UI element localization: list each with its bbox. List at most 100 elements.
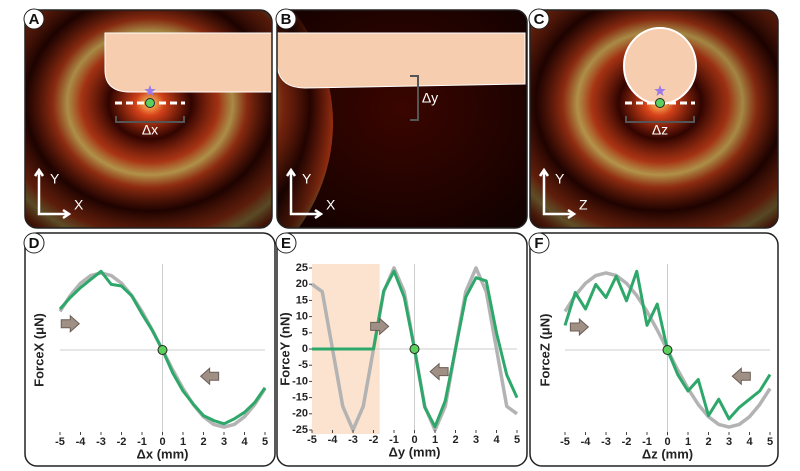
panel-badge [528,232,550,254]
finger [277,32,526,89]
x-tick-label: -3 [96,436,106,448]
x-tick-label: -4 [581,436,592,448]
panel-label: E [281,235,291,252]
x-tick-label: -2 [117,436,127,448]
chart-row: -5 -4 -3 -2 -1 0 1 2 3 4 5Δx (mm)ForceX (μN)D-5 -4-… [23,232,779,467]
chart-panel: -5 -4 -3 -2 -1 0 1 2 3 4 5 Δx (mm) ForceX (μN) D [23,232,276,467]
x-tick-label: -4 [328,434,339,446]
equilibrium-dot [409,344,420,354]
equilibrium-dot [662,345,673,355]
axis-vertical: Y [555,171,565,187]
y-tick-label: 10 [296,311,308,323]
x-axis-label: Δx (mm) [137,446,189,461]
x-tick-label: -3 [348,434,358,446]
finger [104,32,272,93]
axis-horizontal: Z [579,197,588,213]
axes-icon [285,167,324,220]
x-tick-label: 2 [200,436,206,448]
image-panel: Δz YZ C [528,8,779,229]
force-arrow [60,314,81,333]
x-axis-label: Δy (mm) [389,444,441,459]
x-tick-label: 5 [262,436,268,448]
focus-dot [655,98,665,108]
y-tick-label: -20 [292,408,308,420]
force-arrow [569,317,590,337]
x-tick-label: 2 [705,436,711,448]
x-tick-label: -5 [55,436,65,448]
star [144,85,156,96]
bracket [625,116,695,123]
panel-badge [275,232,297,254]
x-tick-label: -1 [137,436,147,448]
x-tick-label: 4 [746,436,753,448]
field: Δy YX [277,10,527,228]
x-tick-label: 0 [411,434,417,446]
panel-label: F [534,235,543,252]
y-tick-label: 5 [302,327,308,339]
x-tick-label: -1 [642,436,652,448]
focus-dot [145,98,155,108]
force-arrow [429,362,449,381]
chart-panel: -5 -4 -3 -2 -1 0 1 2 3 4 5-25-20-15-10-50510152025… [275,232,528,467]
panel-badge [23,8,45,30]
y-axis-label: ForceX (μN) [31,313,46,387]
axis-vertical: Y [302,171,312,187]
axes-icon [538,167,577,220]
y-tick-label: -25 [292,424,308,436]
panel-border [24,9,273,229]
y-tick-label: -15 [292,392,308,404]
equilibrium-dot [157,345,168,355]
image-panel: Δx YX A [23,8,273,229]
panel-badge [528,8,550,30]
x-tick-label: -2 [369,434,379,446]
x-tick-label: 3 [221,436,227,448]
x-tick-label: 4 [241,436,248,448]
x-tick-label: 1 [432,434,438,446]
panel-label: A [29,11,40,28]
panel-label: D [29,235,40,252]
force-arrow [370,317,390,336]
measure-label: Δx [142,122,158,138]
y-tick-label: -10 [292,375,308,387]
x-tick-label: -5 [560,436,570,448]
y-tick-label: 20 [296,278,308,290]
y-tick-label: 25 [296,262,308,274]
x-tick-label: 1 [685,436,691,448]
x-tick-label: 2 [452,434,458,446]
x-tick-label: 5 [514,434,520,446]
x-tick-label: 0 [664,436,670,448]
axis-horizontal: X [326,197,336,213]
axis-horizontal: X [74,197,84,213]
x-tick-label: -1 [389,434,399,446]
axis-vertical: Y [50,171,60,187]
panel-badge [275,8,297,30]
image-panel: Δy YX B [275,8,528,229]
y-axis-label: ForceZ (μN) [537,314,552,387]
panel-border [276,9,528,229]
panel-label: B [281,11,292,28]
y-tick-label: 0 [302,343,308,355]
measure-label: Δz [652,122,668,138]
x-tick-label: 0 [159,436,165,448]
y-axis-label: ForceY (nN) [277,312,292,385]
force-arrow [731,367,751,386]
x-tick-label: -5 [307,434,317,446]
force-arrow [199,367,220,386]
panel-badge [23,232,45,254]
x-axis-label: Δz (mm) [642,446,693,461]
y-tick-label: -5 [298,359,308,371]
x-tick-label: -4 [76,436,87,448]
x-tick-label: 4 [493,434,500,446]
x-tick-label: 3 [473,434,479,446]
panel-border [529,9,779,229]
x-tick-label: -2 [622,436,632,448]
x-tick-label: 1 [180,436,186,448]
measure-label: Δy [422,90,438,106]
x-tick-label: -3 [601,436,611,448]
panel-label: C [534,11,545,28]
star [654,85,666,96]
chart-panel: -5 -4 -3 -2 -1 0 1 2 3 4 5 Δz (mm) ForceZ (μN) F [528,232,779,467]
y-tick-label: 15 [296,294,308,306]
